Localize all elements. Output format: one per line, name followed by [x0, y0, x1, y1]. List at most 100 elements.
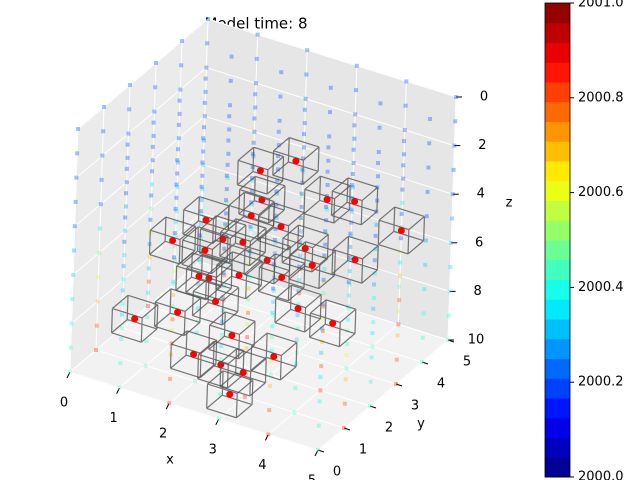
field-cell — [270, 310, 275, 315]
field-cell — [250, 189, 254, 194]
field-cell — [346, 306, 351, 311]
field-cell — [374, 222, 379, 227]
grid-line — [72, 164, 204, 276]
field-cell — [117, 385, 122, 390]
y-tick-label: 3 — [411, 399, 419, 414]
x-tick — [165, 402, 170, 410]
point — [174, 308, 182, 316]
field-cell — [426, 165, 431, 170]
field-cell — [395, 333, 400, 338]
field-cell — [98, 226, 102, 231]
field-cell — [149, 193, 154, 198]
field-cell — [249, 200, 254, 205]
field-cell — [123, 228, 128, 233]
field-cell — [175, 184, 180, 189]
field-cell — [172, 257, 177, 262]
field-cell — [427, 141, 432, 146]
field-cell — [95, 299, 100, 304]
field-cell — [372, 258, 377, 263]
field-cell — [277, 118, 282, 123]
field-cell — [167, 401, 172, 406]
field-cell — [346, 317, 350, 322]
field-cell — [247, 275, 252, 280]
field-cell — [453, 119, 458, 124]
field-cell — [422, 287, 427, 292]
field-cell — [201, 149, 206, 154]
field-cell — [200, 187, 205, 192]
field-cell — [447, 289, 452, 294]
y-axis-label: y — [417, 417, 425, 432]
field-cell — [295, 313, 300, 318]
cell-box — [257, 202, 305, 251]
grid-line — [447, 96, 457, 341]
colorbar-band — [545, 279, 570, 300]
field-cell — [253, 105, 258, 110]
field-cell — [177, 98, 182, 103]
cell-box — [169, 330, 218, 379]
colorbar-frame — [544, 2, 571, 478]
field-cell — [144, 339, 149, 344]
cell-box — [199, 215, 247, 264]
cell-box — [288, 241, 336, 290]
y-tick — [317, 449, 325, 453]
field-cell — [71, 272, 76, 277]
field-cell — [346, 280, 351, 285]
z-tick-label: 2 — [478, 138, 486, 153]
colorbar-band — [545, 42, 570, 63]
field-cell — [172, 282, 176, 286]
colorbar-band — [545, 220, 570, 241]
field-cell — [298, 229, 303, 234]
field-cell — [120, 312, 124, 317]
field-cell — [225, 176, 230, 181]
field-cell — [319, 350, 324, 355]
field-cell — [250, 176, 254, 181]
field-cell — [323, 242, 328, 247]
point — [247, 212, 255, 220]
field-cell — [268, 372, 273, 377]
field-cell — [298, 253, 302, 258]
field-cell — [174, 209, 179, 214]
grid-line — [397, 81, 407, 325]
field-cell — [152, 109, 157, 114]
x-tick-label: 2 — [159, 427, 167, 442]
cell-box — [303, 175, 351, 224]
x-tick-label: 4 — [258, 458, 266, 473]
grid-line — [268, 324, 399, 435]
field-cell — [452, 143, 457, 148]
field-cell — [266, 432, 271, 437]
field-cell — [279, 70, 284, 75]
field-cell — [400, 200, 405, 205]
field-cell — [195, 306, 200, 311]
field-cell — [377, 125, 382, 130]
field-cell — [143, 363, 148, 368]
cell-box — [148, 216, 197, 265]
cell-box — [191, 277, 240, 326]
field-cell — [196, 282, 201, 286]
field-cell — [322, 266, 327, 271]
cell-box — [274, 284, 322, 333]
colorbar-band — [545, 358, 570, 379]
x-tick-label: 1 — [109, 411, 117, 426]
field-cell — [193, 379, 198, 384]
x-axis-label: x — [166, 453, 174, 468]
grid-line — [77, 18, 209, 130]
field-cell — [342, 401, 347, 406]
field-cell — [74, 175, 79, 180]
field-cell — [370, 344, 375, 349]
field-cell — [372, 271, 377, 276]
field-cell — [402, 128, 407, 132]
field-cell — [201, 136, 206, 141]
field-cell — [276, 167, 280, 172]
field-cell — [249, 227, 254, 231]
field-cell — [94, 348, 98, 352]
grid-line — [348, 65, 358, 309]
field-cell — [325, 183, 330, 187]
field-cell — [321, 277, 326, 282]
x-tick-label: 0 — [60, 396, 68, 411]
field-cell — [298, 216, 303, 220]
field-cell — [146, 290, 150, 295]
field-cell — [68, 370, 72, 374]
field-cell — [397, 298, 402, 303]
field-cell — [175, 158, 180, 163]
field-cell — [401, 176, 406, 181]
